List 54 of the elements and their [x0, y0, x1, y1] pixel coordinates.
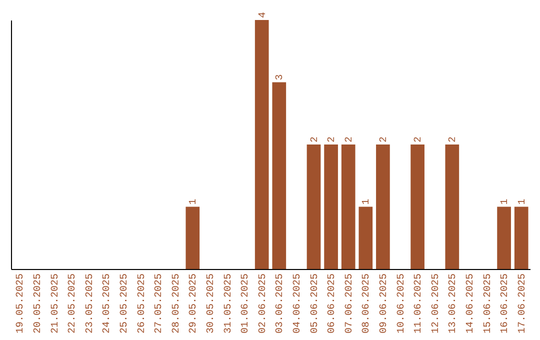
- data-label: 3: [275, 74, 286, 80]
- data-label: 2: [310, 136, 321, 142]
- x-tick-label: 12.06.2025: [430, 274, 442, 334]
- x-tick-label: 05.06.2025: [310, 274, 321, 334]
- x-tick-label: 31.05.2025: [223, 274, 234, 334]
- bar: [272, 82, 286, 269]
- x-tick-label: 16.06.2025: [500, 274, 512, 334]
- data-label: 1: [517, 198, 528, 205]
- x-tick-label: 22.05.2025: [68, 274, 79, 334]
- x-tick-label: 01.06.2025: [240, 274, 252, 334]
- x-tick-label: 23.05.2025: [84, 274, 96, 334]
- bar: [497, 206, 511, 269]
- x-tick-label: 19.05.2025: [16, 274, 27, 334]
- x-tick-label: 02.06.2025: [258, 274, 269, 334]
- bar: [410, 144, 424, 269]
- x-tick-label: 24.05.2025: [102, 274, 114, 334]
- bar: [376, 144, 390, 269]
- x-tick-label: 10.06.2025: [396, 274, 408, 334]
- x-tick-label: 27.05.2025: [154, 274, 166, 334]
- data-label: 1: [188, 198, 200, 205]
- bar: [358, 206, 373, 269]
- x-tick-label: 08.06.2025: [362, 274, 373, 334]
- x-tick-label: 03.06.2025: [275, 274, 286, 334]
- bar: [186, 206, 200, 269]
- x-tick-label: 17.06.2025: [517, 274, 528, 334]
- bar: [324, 144, 338, 269]
- data-label: 1: [500, 198, 512, 205]
- x-tick-label: 26.05.2025: [136, 274, 148, 334]
- data-label: 2: [448, 136, 460, 142]
- bar: [341, 144, 356, 269]
- x-tick-label: 14.06.2025: [465, 274, 476, 334]
- data-label: 2: [378, 136, 390, 142]
- x-tick-label: 30.05.2025: [206, 274, 217, 334]
- bar: [514, 206, 528, 269]
- x-tick-label: 09.06.2025: [378, 274, 390, 334]
- bar: [306, 144, 321, 269]
- x-tick-label: 13.06.2025: [448, 274, 460, 334]
- bar: [445, 144, 460, 269]
- data-label: 1: [362, 198, 373, 205]
- x-tick-label: 28.05.2025: [171, 274, 182, 334]
- data-label: 4: [258, 12, 269, 18]
- x-tick-label: 07.06.2025: [344, 274, 356, 334]
- x-tick-label: 20.05.2025: [32, 274, 44, 334]
- x-tick-label: 11.06.2025: [414, 274, 425, 334]
- data-label: 2: [414, 136, 425, 142]
- x-tick-label: 06.06.2025: [327, 274, 338, 334]
- x-tick-label: 29.05.2025: [188, 274, 200, 334]
- data-label: 2: [327, 136, 338, 142]
- data-label: 2: [344, 136, 356, 142]
- x-tick-label: 25.05.2025: [119, 274, 130, 334]
- x-tick-label: 21.05.2025: [50, 274, 62, 334]
- x-tick-label: 15.06.2025: [482, 274, 494, 334]
- bar: [254, 20, 269, 269]
- x-tick-label: 04.06.2025: [292, 274, 304, 334]
